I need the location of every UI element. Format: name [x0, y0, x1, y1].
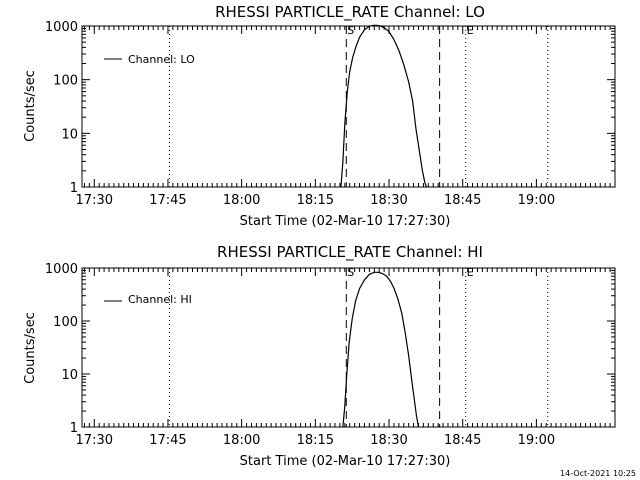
y-tick-label: 1000	[45, 262, 78, 277]
x-tick-label: 18:00	[223, 193, 260, 208]
chart-title: RHESSI PARTICLE_RATE Channel: LO	[215, 3, 485, 22]
x-tick-label: 17:45	[149, 433, 186, 448]
series-line	[342, 271, 420, 428]
time-marker-label: E	[467, 24, 474, 37]
x-tick-label: 18:15	[297, 433, 334, 448]
time-marker-label: E	[467, 266, 474, 279]
x-tick-label: 19:00	[518, 193, 555, 208]
plot-frame	[81, 267, 616, 428]
x-axis-title: Start Time (02-Mar-10 17:27:30)	[240, 214, 451, 229]
x-tick-label: 17:30	[76, 193, 113, 208]
x-tick-label: 18:00	[223, 433, 260, 448]
y-axis-title: Counts/sec	[23, 312, 38, 384]
y-axis-title: Counts/sec	[23, 70, 38, 142]
panel-lo: RHESSI PARTICLE_RATE Channel: LO Counts/…	[23, 3, 616, 229]
legend-label: Channel: LO	[128, 53, 195, 66]
legend-label: Channel: HI	[128, 293, 192, 306]
x-tick-label: 19:00	[518, 433, 555, 448]
panel-hi: RHESSI PARTICLE_RATE Channel: HI Counts/…	[23, 243, 616, 469]
x-axis-title: Start Time (02-Mar-10 17:27:30)	[240, 454, 451, 469]
x-tick-label: 18:45	[444, 193, 481, 208]
y-tick-label: 100	[53, 74, 78, 89]
y-tick-label: 100	[53, 315, 78, 330]
chart-title: RHESSI PARTICLE_RATE Channel: HI	[217, 243, 483, 262]
y-tick-label: 1	[70, 421, 78, 436]
y-tick-label: 10	[61, 368, 78, 383]
series-line	[340, 24, 427, 188]
generated-timestamp: 14-Oct-2021 10:25	[560, 469, 636, 478]
y-tick-label: 10	[61, 127, 78, 142]
y-tick-label: 1000	[45, 20, 78, 35]
x-tick-label: 18:30	[370, 193, 407, 208]
x-tick-label: 18:15	[297, 193, 334, 208]
x-tick-label: 18:30	[370, 433, 407, 448]
time-marker-label: S	[347, 266, 354, 279]
x-tick-label: 17:30	[76, 433, 113, 448]
plot-frame	[81, 25, 616, 188]
x-tick-label: 17:45	[149, 193, 186, 208]
x-tick-label: 18:45	[444, 433, 481, 448]
time-marker-label: S	[347, 24, 354, 37]
y-tick-label: 1	[70, 181, 78, 196]
